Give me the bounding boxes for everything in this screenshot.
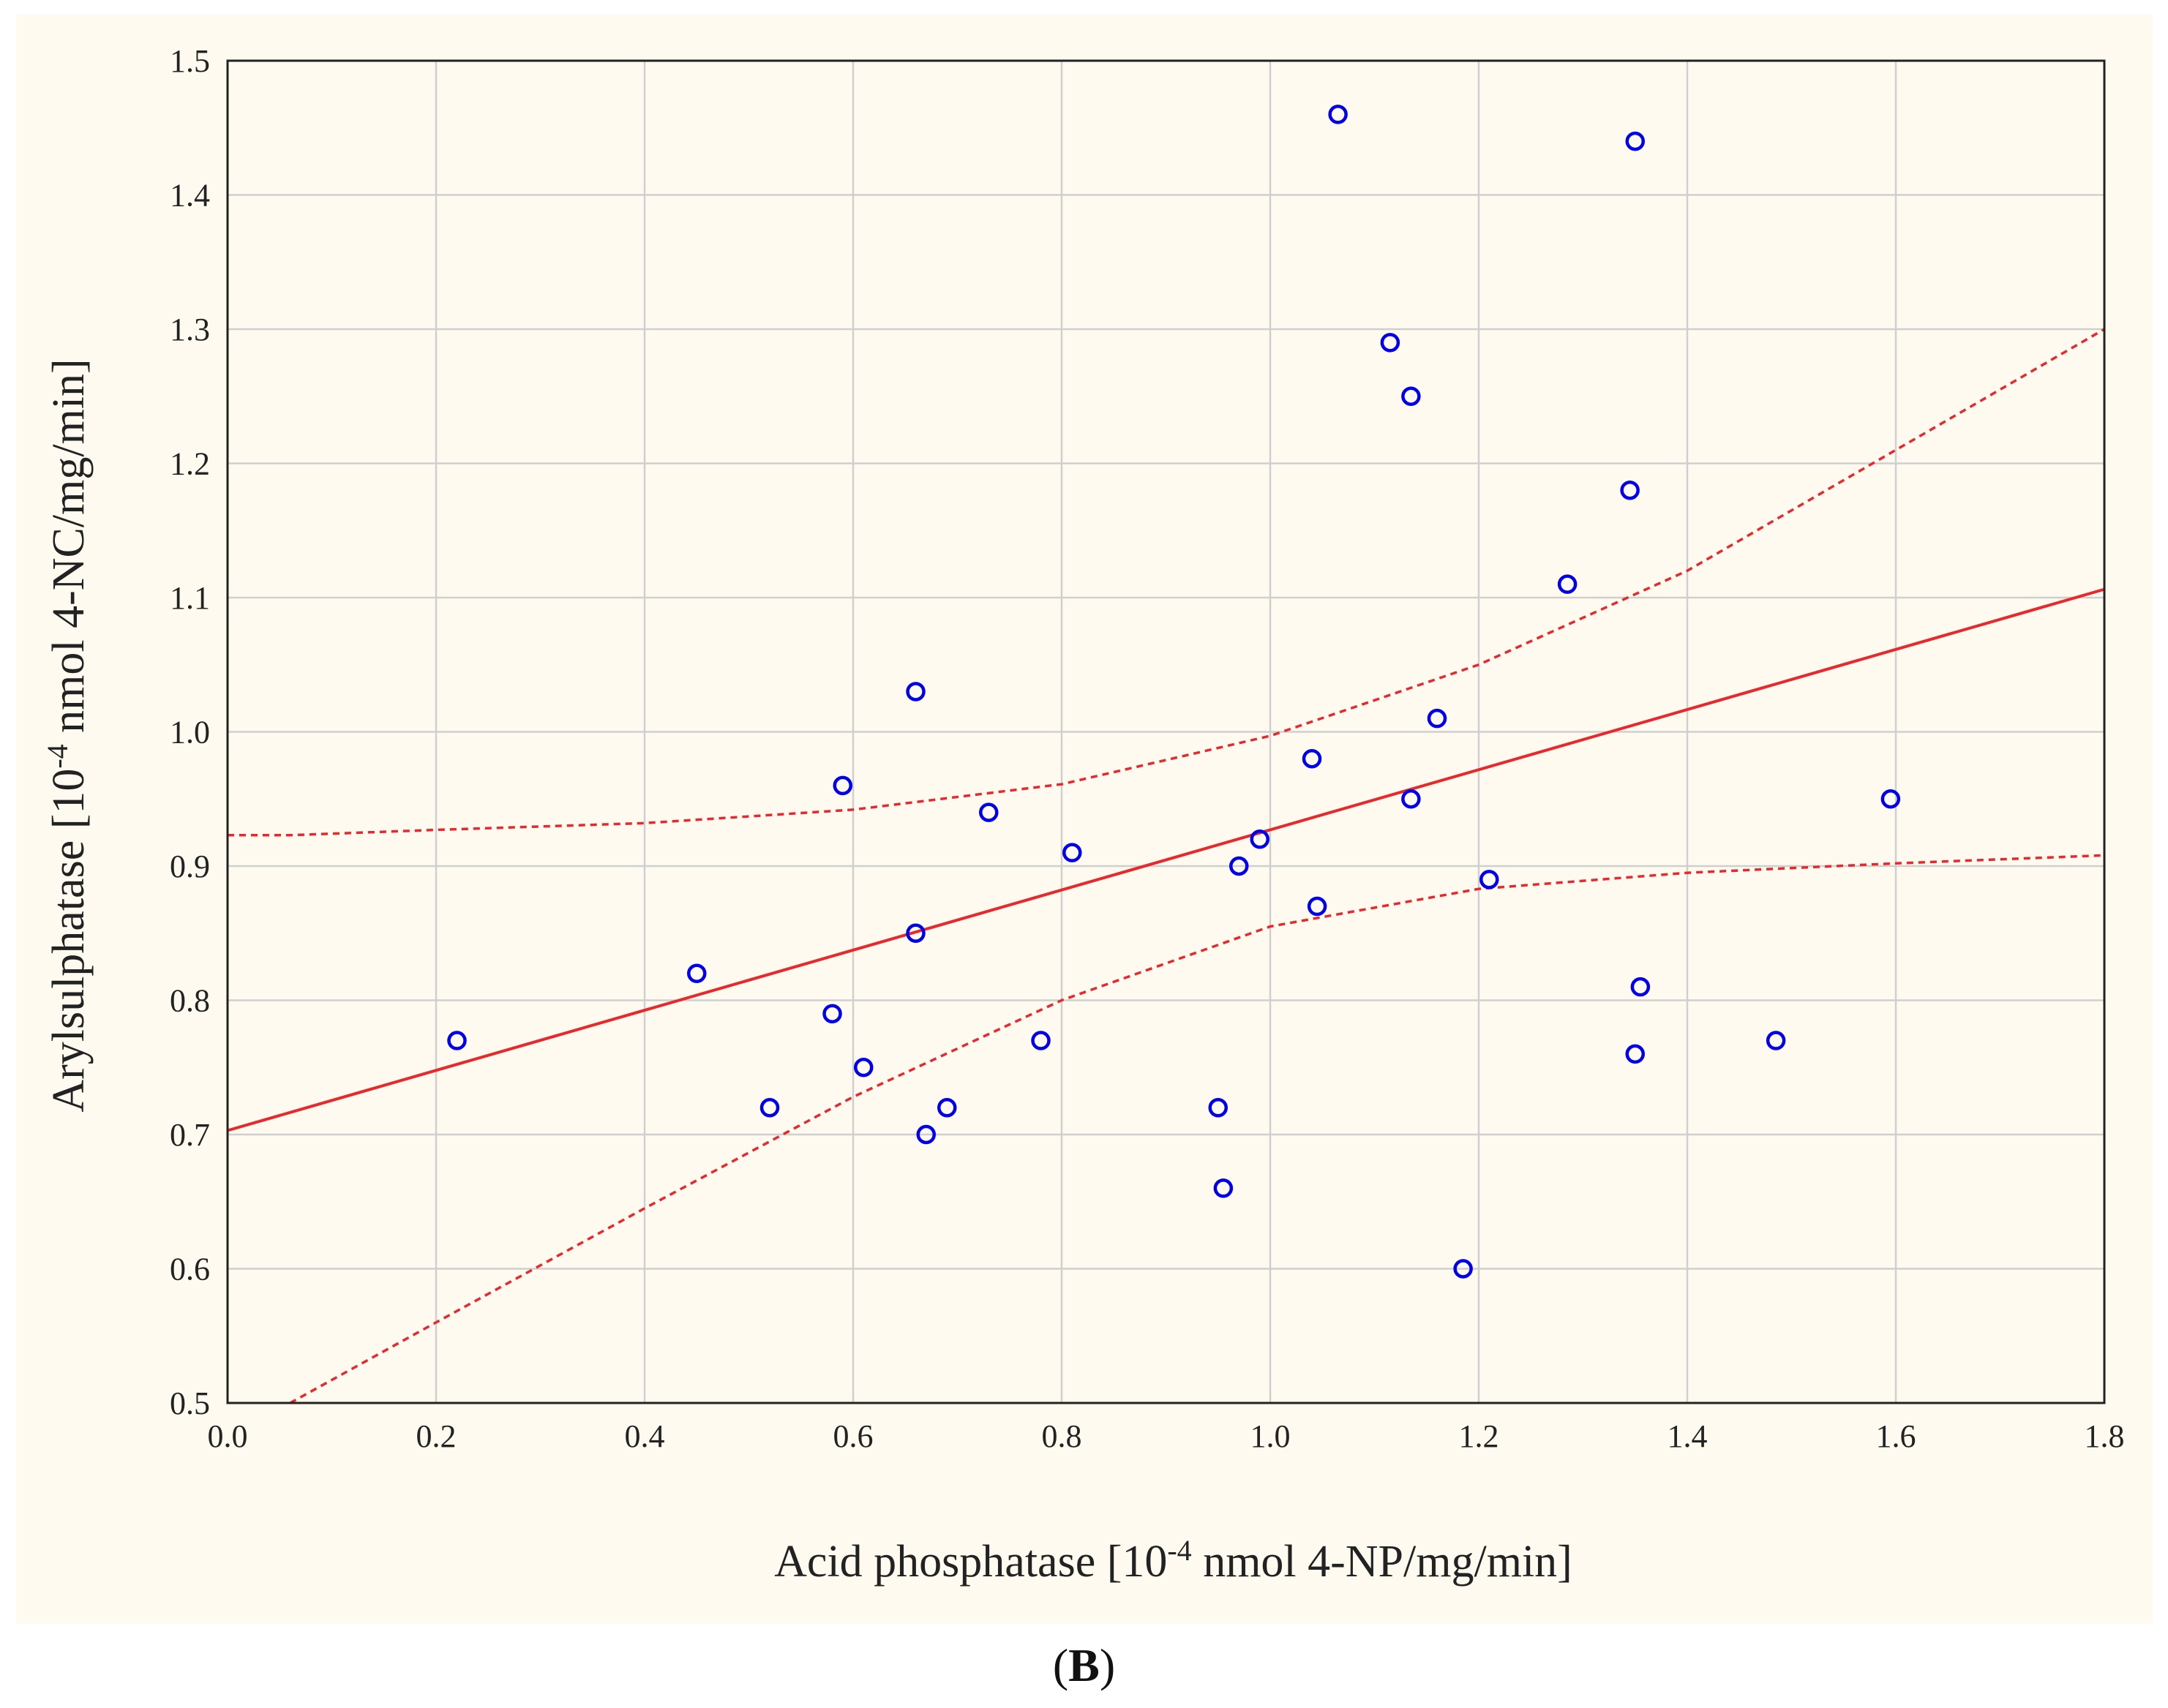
x-axis-title-part2: nmol 4-NP/mg/min] bbox=[1192, 1537, 1572, 1587]
regression-line-group bbox=[227, 587, 2105, 1132]
y-tick-label-0: 0.5 bbox=[170, 1385, 210, 1421]
x-tick-label-9: 1.8 bbox=[2085, 1418, 2125, 1454]
caption-close: ) bbox=[1099, 1639, 1116, 1691]
x-axis-title: Acid phosphatase [10-4 nmol 4-NP/mg/min] bbox=[774, 1534, 1572, 1587]
data-points bbox=[447, 105, 1901, 1279]
data-point-16 bbox=[1250, 829, 1269, 849]
panel-caption: (B) bbox=[0, 1639, 2168, 1693]
data-point-25 bbox=[1479, 870, 1499, 889]
y-tick-label-5: 1.0 bbox=[170, 715, 210, 750]
confidence-band bbox=[228, 328, 2104, 1403]
data-point-5 bbox=[854, 1058, 874, 1077]
x-tick-label-5: 1.0 bbox=[1250, 1418, 1291, 1454]
data-point-14 bbox=[1213, 1178, 1234, 1198]
x-tick-label-2: 0.4 bbox=[625, 1418, 665, 1454]
data-point-8 bbox=[916, 1124, 936, 1145]
figure-panel: 0.0 0.2 0.4 0.6 0.8 1.0 1.2 1.4 1.6 1.8 0.5 0.6 0.7… bbox=[16, 15, 2153, 1624]
data-point-18 bbox=[1307, 896, 1327, 917]
grid-lines bbox=[226, 59, 2106, 1404]
data-point-26 bbox=[1557, 574, 1578, 594]
data-point-20 bbox=[1380, 333, 1400, 353]
data-point-19 bbox=[1328, 105, 1348, 124]
x-axis-title-part1: Acid phosphatase [10 bbox=[774, 1537, 1167, 1587]
data-point-12 bbox=[1062, 843, 1082, 862]
data-point-23 bbox=[1427, 708, 1447, 729]
y-tick-label-6: 1.1 bbox=[170, 580, 210, 616]
data-point-15 bbox=[1229, 856, 1249, 876]
y-tick-labels: 0.5 0.6 0.7 0.8 0.9 1.0 1.1 1.2 1.3 1.4 1.5 bbox=[170, 43, 210, 1421]
data-point-27 bbox=[1620, 480, 1640, 500]
data-point-1 bbox=[687, 963, 707, 984]
data-point-6 bbox=[906, 682, 926, 701]
data-point-30 bbox=[1630, 977, 1651, 997]
data-point-24 bbox=[1453, 1259, 1473, 1279]
data-point-2 bbox=[759, 1098, 780, 1118]
x-tick-labels: 0.0 0.2 0.4 0.6 0.8 1.0 1.2 1.4 1.6 1.8 bbox=[208, 1418, 2125, 1454]
y-axis-title-sup: -4 bbox=[41, 744, 74, 768]
y-axis-title-part1: Arylsulphatase [10 bbox=[44, 769, 94, 1113]
y-axis-title: Arylsulphatase [10-4 nmol 4-NC/mg/min] bbox=[41, 358, 94, 1112]
data-point-22 bbox=[1401, 789, 1421, 809]
scatter-chart: 0.0 0.2 0.4 0.6 0.8 1.0 1.2 1.4 1.6 1.8 0.5 0.6 0.7… bbox=[41, 43, 2125, 1587]
y-tick-label-3: 0.8 bbox=[170, 983, 210, 1019]
regression-line bbox=[227, 587, 2105, 1132]
x-tick-label-8: 1.6 bbox=[1876, 1418, 1916, 1454]
x-tick-label-7: 1.4 bbox=[1668, 1418, 1708, 1454]
data-point-11 bbox=[1031, 1031, 1051, 1050]
y-tick-label-4: 0.9 bbox=[170, 849, 210, 884]
data-point-3 bbox=[822, 1004, 842, 1024]
x-tick-label-1: 0.2 bbox=[416, 1418, 457, 1454]
confidence-lower bbox=[289, 854, 2104, 1403]
data-point-7 bbox=[906, 923, 926, 943]
y-tick-label-1: 0.6 bbox=[170, 1252, 210, 1287]
data-point-21 bbox=[1401, 386, 1421, 406]
data-point-17 bbox=[1302, 748, 1322, 769]
data-point-9 bbox=[937, 1098, 957, 1118]
data-point-13 bbox=[1208, 1098, 1228, 1118]
data-point-0 bbox=[447, 1031, 467, 1050]
data-point-4 bbox=[833, 775, 852, 796]
caption-open: ( bbox=[1052, 1639, 1069, 1691]
y-tick-label-7: 1.2 bbox=[170, 446, 210, 482]
y-tick-label-10: 1.5 bbox=[170, 43, 210, 79]
y-tick-label-9: 1.4 bbox=[170, 178, 210, 214]
y-tick-label-8: 1.3 bbox=[170, 312, 210, 347]
y-axis-title-part2: nmol 4-NC/mg/min] bbox=[44, 358, 94, 744]
plot-frame bbox=[226, 59, 2106, 1404]
data-point-32 bbox=[1880, 789, 1901, 809]
x-axis-title-sup: -4 bbox=[1167, 1534, 1191, 1567]
x-tick-label-3: 0.6 bbox=[833, 1418, 874, 1454]
y-tick-label-2: 0.7 bbox=[170, 1117, 210, 1153]
x-tick-label-0: 0.0 bbox=[208, 1418, 248, 1454]
data-point-28 bbox=[1625, 131, 1645, 151]
data-point-31 bbox=[1766, 1031, 1786, 1050]
x-tick-label-6: 1.2 bbox=[1459, 1418, 1499, 1454]
data-point-10 bbox=[979, 802, 999, 822]
confidence-upper bbox=[228, 328, 2104, 837]
data-point-29 bbox=[1625, 1044, 1645, 1064]
x-tick-label-4: 0.8 bbox=[1042, 1418, 1082, 1454]
caption-letter: B bbox=[1068, 1639, 1100, 1691]
